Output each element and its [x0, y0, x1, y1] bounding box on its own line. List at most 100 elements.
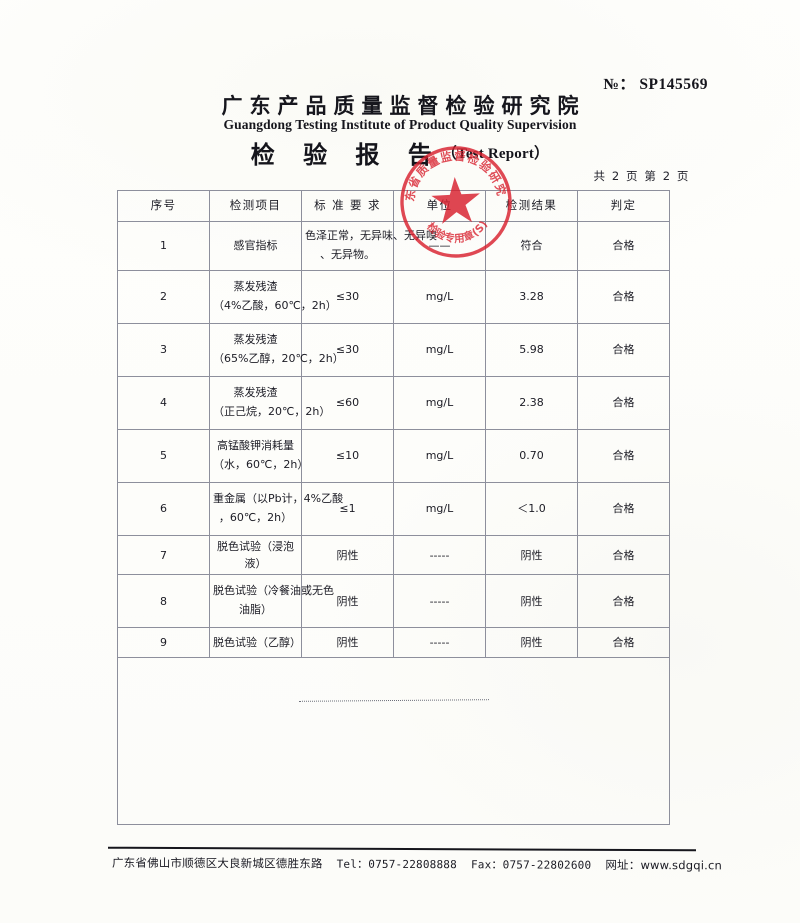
cell-no: 3 — [117, 323, 210, 377]
cell-result: 0.70 — [485, 429, 578, 483]
cell-verdict: 合格 — [577, 270, 670, 324]
page-count: 共 2 页 第 2 页 — [593, 169, 690, 183]
cell-no: 6 — [117, 482, 210, 536]
cell-item-line1: 蒸发残渣 — [233, 333, 278, 347]
results-table-body: 1 感官指标 色泽正常，无异味、无异嗅 、无异物。 —— 符合 合格 2 蒸 — [117, 221, 670, 659]
cell-item-line2: （水，60℃，2h） — [213, 458, 309, 471]
cell-item-line1: 蒸发残渣 — [233, 386, 278, 400]
cell-verdict: 合格 — [577, 534, 670, 576]
cell-standard: ≤10 — [301, 429, 394, 483]
cell-verdict: 合格 — [577, 574, 670, 629]
report-number-value: SP145569 — [639, 76, 708, 93]
cell-item: 蒸发残渣 （4%乙酸，60℃，2h） — [209, 270, 337, 324]
cell-item-line1: 高锰酸钾消耗量 — [217, 439, 294, 453]
cell-item: 感官指标 — [209, 221, 302, 271]
report-number-label: №： — [603, 76, 636, 93]
cell-item-line1: 感官指标 — [233, 239, 278, 253]
table-row: 2 蒸发残渣 （4%乙酸，60℃，2h） ≤30 mg/L 3.28 合格 — [117, 270, 670, 324]
document-title-en: （Test Report） — [441, 146, 550, 162]
cell-standard: ≤60 — [301, 376, 394, 430]
cell-item: 蒸发残渣 （正己烷，20℃，2h） — [209, 376, 331, 430]
cell-item-line2: （正己烷，20℃，2h） — [213, 405, 331, 418]
col-header-verdict: 判定 — [577, 190, 670, 222]
cell-unit: mg/L — [393, 323, 486, 377]
cell-no: 5 — [117, 429, 210, 483]
cell-result: 阴性 — [485, 574, 578, 629]
cell-standard: ≤1 — [301, 482, 394, 536]
cell-result: 3.28 — [485, 270, 578, 324]
report-number: №： SP145569 — [603, 72, 708, 94]
cell-standard: 阴性 — [301, 627, 394, 659]
col-header-result: 检测结果 — [485, 190, 578, 222]
col-header-unit: 单位 — [393, 190, 486, 222]
table-row: 4 蒸发残渣 （正己烷，20℃，2h） ≤60 mg/L 2.38 合格 — [117, 376, 670, 430]
cell-no: 2 — [117, 270, 210, 324]
document-title: 检 验 报 告（Test Report） — [0, 135, 800, 170]
results-table-container: 序号 检测项目 标 准 要 求 单位 检测结果 判定 1 感官指标 色泽正常，无… — [117, 190, 670, 659]
cell-no: 7 — [117, 534, 210, 576]
end-of-content-dashed-line — [298, 699, 489, 702]
cell-verdict: 合格 — [577, 376, 670, 430]
cell-verdict: 合格 — [577, 482, 670, 536]
organization-name-en: Guangdong Testing Institute of Product Q… — [223, 117, 577, 132]
cell-item-line2: ，60℃，2h） — [218, 511, 293, 524]
cell-item-line1: 重金属（以Pb计，4%乙酸 — [213, 492, 344, 506]
cell-result: 2.38 — [485, 376, 578, 430]
document-title-cn: 检 验 报 告 — [250, 140, 442, 169]
cell-standard: 阴性 — [301, 534, 394, 576]
cell-standard: ≤30 — [301, 323, 394, 377]
results-table-head: 序号 检测项目 标 准 要 求 单位 检测结果 判定 — [117, 190, 670, 222]
cell-item: 脱色试验（浸泡液） — [209, 534, 302, 576]
cell-result: 阴性 — [485, 534, 578, 576]
cell-verdict: 合格 — [577, 429, 670, 483]
cell-no: 4 — [117, 376, 210, 430]
footer-website: 网址：www.sdgqi.cn — [605, 857, 723, 873]
cell-item-line2: （65%乙醇，20℃，2h） — [213, 352, 344, 365]
table-row: 9 脱色试验（乙醇） 阴性 ----- 阴性 合格 — [117, 627, 670, 659]
cell-result: 符合 — [485, 221, 578, 271]
footer-contact-info: 广东省佛山市顺德区大良新城区德胜东路 Tel：0757-22808888 Fax：0… — [111, 855, 722, 874]
cell-unit: ----- — [393, 627, 486, 659]
table-row: 3 蒸发残渣 （65%乙醇，20℃，2h） ≤30 mg/L 5.98 合格 — [117, 323, 670, 377]
cell-result: 阴性 — [485, 627, 578, 659]
cell-item-line2: 油脂） — [239, 603, 272, 617]
cell-item: 重金属（以Pb计，4%乙酸 ，60℃，2h） — [209, 482, 344, 536]
footer-fax: Fax：0757-22802600 — [470, 858, 592, 872]
table-header-row: 序号 检测项目 标 准 要 求 单位 检测结果 判定 — [117, 190, 670, 222]
cell-result: 5.98 — [485, 323, 578, 377]
cell-item: 蒸发残渣 （65%乙醇，20℃，2h） — [209, 323, 344, 377]
footer-address: 广东省佛山市顺德区大良新城区德胜东路 — [111, 855, 323, 871]
cell-standard: 阴性 — [301, 574, 394, 629]
table-row: 6 重金属（以Pb计，4%乙酸 ，60℃，2h） ≤1 mg/L ＜1.0 合格 — [117, 482, 670, 536]
footer-divider-rule — [107, 846, 697, 852]
col-header-no: 序号 — [117, 190, 210, 222]
table-row: 7 脱色试验（浸泡液） 阴性 ----- 阴性 合格 — [117, 534, 670, 576]
blank-continuation-area — [117, 575, 670, 825]
col-header-std: 标 准 要 求 — [301, 190, 394, 222]
organization-name-cn: 广东产品质量监督检验研究院 — [221, 93, 586, 118]
cell-verdict: 合格 — [577, 323, 670, 377]
cell-verdict: 合格 — [577, 221, 670, 271]
cell-unit: ----- — [393, 534, 486, 576]
cell-standard: 色泽正常，无异味、无异嗅 、无异物。 — [301, 221, 437, 271]
cell-result: ＜1.0 — [485, 482, 578, 536]
cell-verdict: 合格 — [577, 627, 670, 659]
table-row: 8 脱色试验（冷餐油或无色 油脂） 阴性 ----- 阴性 合格 — [117, 574, 670, 629]
cell-unit: mg/L — [393, 482, 486, 536]
cell-unit: mg/L — [393, 376, 486, 430]
results-table: 序号 检测项目 标 准 要 求 单位 检测结果 判定 1 感官指标 色泽正常，无… — [117, 190, 670, 659]
footer-tel: Tel：0757-22808888 — [336, 857, 458, 872]
cell-standard-line2: 、无异物。 — [320, 248, 375, 261]
cell-item: 高锰酸钾消耗量 （水，60℃，2h） — [209, 429, 309, 483]
cell-standard: ≤30 — [301, 270, 394, 324]
table-row: 5 高锰酸钾消耗量 （水，60℃，2h） ≤10 mg/L 0.70 合格 — [117, 429, 670, 483]
cell-unit: mg/L — [393, 429, 486, 483]
cell-no: 9 — [117, 627, 210, 659]
col-header-item: 检测项目 — [209, 190, 302, 222]
table-row: 1 感官指标 色泽正常，无异味、无异嗅 、无异物。 —— 符合 合格 — [117, 221, 670, 271]
cell-item-line2: （4%乙酸，60℃，2h） — [213, 299, 337, 312]
cell-standard-line1: 色泽正常，无异味、无异嗅 — [305, 229, 437, 243]
cell-no: 1 — [117, 221, 210, 271]
cell-unit: mg/L — [393, 270, 486, 324]
